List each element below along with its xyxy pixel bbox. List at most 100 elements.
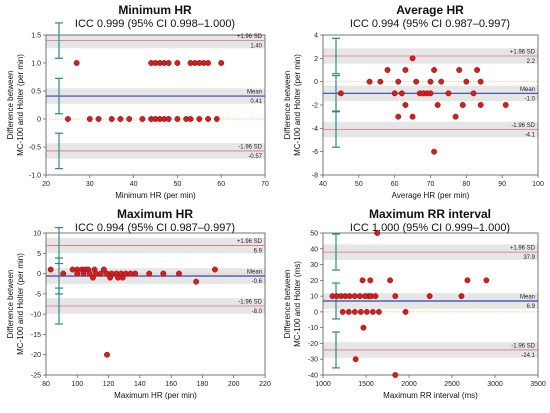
x-tick-label: 40 [130, 181, 138, 188]
y-tick-label: -10 [31, 312, 41, 319]
data-point [452, 113, 459, 120]
y-tick-label: 10 [33, 231, 41, 238]
data-point [395, 78, 402, 85]
chart-panel-4: +1.96 SD 37.9 Mean 6.9 -1.96 SD -24.1 1000 1500… [283, 207, 546, 400]
mean-value: -0.6 [252, 279, 263, 285]
y-tick-label: -10 [308, 325, 318, 332]
lower-loa-label: -1.96 SD [238, 300, 262, 306]
data-point [108, 116, 115, 122]
data-point [119, 274, 126, 281]
y-axis-label-line1: Difference between [6, 270, 15, 339]
upper-loa-value: 37.9 [523, 255, 535, 261]
data-point [346, 293, 353, 300]
data-point [426, 293, 433, 300]
y-tick-label: -4 [312, 126, 318, 133]
chart-subtitle: ICC 0.994 (95% CI 0.987–0.997) [350, 18, 510, 30]
y-axis-label-line1: Difference between [283, 270, 292, 339]
x-tick-label: 140 [134, 381, 146, 388]
y-tick-label: 20 [310, 278, 318, 285]
ci-error-bar [55, 22, 63, 59]
data-point [459, 102, 466, 108]
lower-loa-label: -1.96 SD [238, 144, 262, 150]
data-point [402, 67, 409, 73]
y-tick-label: 5 [37, 251, 41, 258]
data-point [458, 293, 465, 300]
data-point [97, 270, 104, 277]
chart-subtitle: ICC 0.999 (95% CI 0.998–1.000) [75, 18, 235, 30]
x-tick-label: 3500 [530, 381, 546, 388]
data-point [193, 278, 200, 285]
data-point [367, 277, 374, 284]
x-tick-label: 50 [174, 181, 182, 188]
data-point [413, 78, 420, 85]
data-point [174, 60, 181, 66]
y-tick-label: 1.0 [31, 61, 41, 68]
data-point [89, 274, 96, 281]
y-tick-label: 2 [314, 56, 318, 63]
data-point [104, 351, 110, 358]
mean-label: Mean [520, 87, 535, 93]
data-point [395, 113, 402, 120]
data-point [107, 274, 114, 281]
y-tick-label: 1.5 [31, 33, 41, 40]
data-point [392, 372, 399, 378]
data-point [391, 90, 398, 97]
data-point [187, 116, 194, 122]
data-point [64, 116, 71, 122]
data-point [165, 60, 172, 66]
y-tick-label: 10 [310, 294, 318, 301]
ci-error-bar [332, 75, 340, 112]
y-tick-label: 30 [310, 262, 318, 269]
data-point [474, 67, 481, 73]
x-tick-label: 90 [498, 181, 506, 188]
y-tick-label: 0 [37, 271, 41, 278]
data-point [377, 78, 384, 85]
data-point [502, 102, 509, 108]
y-tick-label: -0.5 [29, 145, 41, 152]
data-point [132, 270, 139, 277]
y-tick-label: -6 [312, 149, 318, 156]
data-point [477, 102, 484, 108]
ci-error-bar [332, 111, 340, 148]
data-point [205, 116, 212, 122]
data-point [146, 270, 153, 277]
x-tick-label: 2500 [444, 381, 460, 388]
y-axis-label-line2: MC-100 and Holter (per min) [293, 54, 302, 156]
data-point [95, 116, 102, 122]
lower-loa-value: -24.1 [521, 353, 535, 359]
x-axis-label: Maximum HR (per min) [114, 391, 197, 400]
data-point [47, 266, 54, 273]
chart-subtitle: ICC 1.000 (95% CI 0.999–1.000) [350, 222, 510, 234]
y-tick-label: -5 [35, 291, 41, 298]
data-point [477, 78, 484, 85]
data-point [431, 148, 438, 155]
data-point [196, 116, 203, 122]
x-tick-label: 1000 [315, 381, 331, 388]
x-axis-label: Maximum RR interval (ms) [383, 391, 478, 400]
data-point [357, 293, 363, 300]
data-point [86, 270, 93, 277]
y-tick-label: -20 [308, 341, 318, 348]
y-tick-label: -30 [308, 357, 318, 364]
x-axis-label: Minimum HR (per min) [115, 191, 196, 200]
x-tick-label: 60 [391, 181, 399, 188]
x-tick-label: 2000 [401, 381, 417, 388]
data-point [126, 116, 133, 122]
mean-value: -1.0 [525, 96, 536, 102]
data-point [369, 308, 376, 315]
data-point [427, 78, 434, 85]
data-point [363, 308, 370, 315]
data-point [409, 113, 416, 120]
ci-error-bar [55, 77, 63, 115]
y-tick-label: -15 [31, 332, 41, 339]
plot-frame [322, 232, 539, 376]
chart-subtitle: ICC 0.994 (95% CI 0.987–0.997) [75, 222, 235, 234]
upper-loa-value: 1.40 [250, 44, 262, 50]
agreement-band [46, 35, 265, 49]
chart-title: Minimum HR [118, 3, 192, 17]
data-point [73, 60, 80, 66]
y-tick-label: -2 [312, 103, 318, 110]
chart-panel-1: +1.96 SD 1.40 Mean 0.41 -1.96 SD -0.57 20 30 40 5… [6, 3, 269, 200]
x-tick-label: 100 [532, 181, 544, 188]
